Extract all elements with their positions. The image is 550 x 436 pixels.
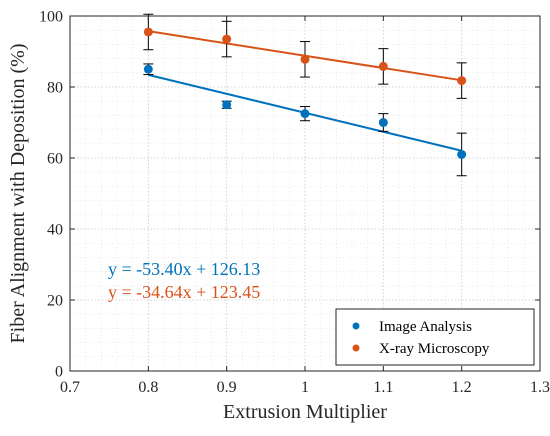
legend-label-xray-microscopy: X-ray Microscopy [379, 341, 490, 357]
y-tick-label: 0 [55, 364, 63, 381]
data-point [378, 61, 388, 71]
data-point [222, 34, 232, 44]
data-points [143, 27, 467, 159]
legend-marker-image-analysis [352, 322, 360, 330]
legend-label-image-analysis: Image Analysis [379, 319, 472, 335]
x-tick-label: 0.9 [217, 379, 237, 396]
y-tick-label: 80 [47, 80, 63, 97]
y-tick-label: 100 [39, 9, 63, 26]
ticks [69, 15, 541, 372]
x-tick-labels: 0.7 0.8 0.9 1 1.1 1.2 1.3 [60, 379, 550, 396]
legend: Image Analysis X-ray Microscopy [335, 308, 535, 366]
fit-equation-image-analysis: y = -53.40x + 126.13 [108, 259, 260, 279]
data-point [378, 118, 388, 127]
fit-equation-xray-microscopy: y = -34.64x + 123.45 [108, 282, 260, 302]
data-point [143, 64, 153, 74]
y-tick-label: 40 [47, 222, 63, 239]
legend-marker-xray-microscopy [352, 344, 360, 352]
data-point [457, 76, 467, 86]
x-tick-label: 1.1 [373, 379, 393, 396]
y-tick-label: 20 [47, 293, 63, 310]
data-point [222, 100, 232, 110]
x-tick-label: 1.3 [530, 379, 550, 396]
legend-box [335, 308, 535, 366]
data-point [143, 27, 153, 37]
x-tick-label: 0.7 [60, 379, 80, 396]
data-point [457, 149, 467, 159]
x-tick-label: 1.2 [452, 379, 472, 396]
y-axis-label: Fiber Alignment with Deposition (%) [7, 44, 29, 344]
x-axis-label: Extrusion Multiplier [223, 401, 387, 423]
x-tick-label: 0.8 [138, 379, 158, 396]
data-point [300, 109, 310, 119]
x-tick-label: 1 [301, 379, 309, 396]
data-point [300, 54, 310, 64]
y-tick-labels: 0 20 40 60 80 100 [39, 9, 63, 381]
y-tick-label: 60 [47, 151, 63, 168]
